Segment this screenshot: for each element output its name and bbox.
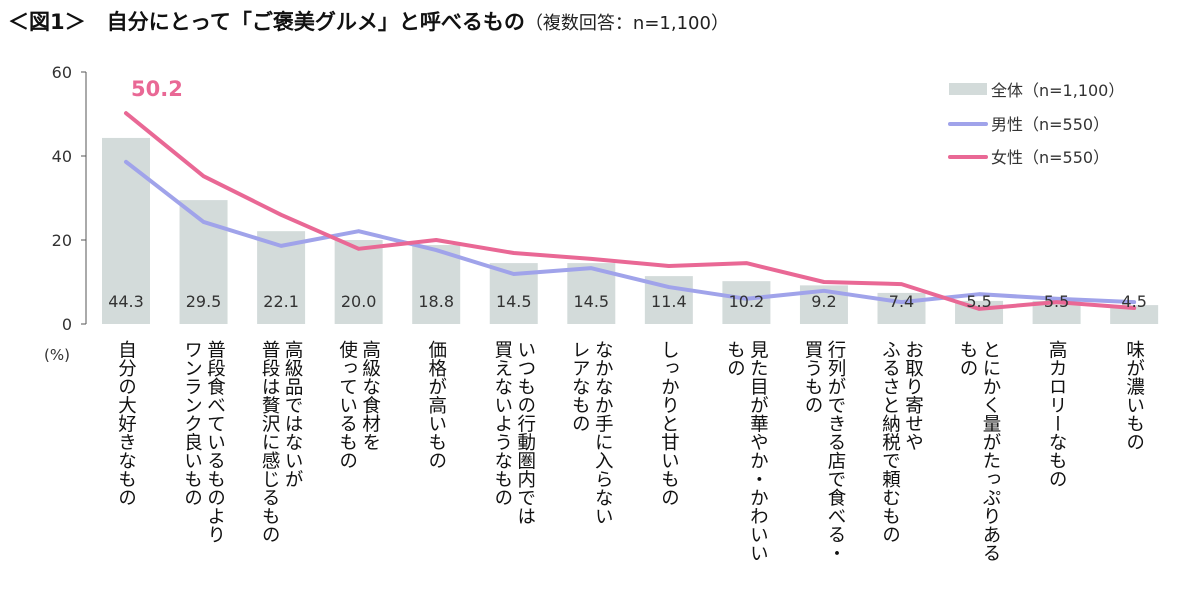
bar-data-label: 20.0 — [341, 292, 377, 311]
legend-label: 男性（n=550） — [991, 115, 1109, 134]
x-category-label: 価格が高いもの — [425, 340, 447, 470]
bar — [412, 245, 461, 324]
title-main: ＜図1＞ 自分にとって「ご褒美グルメ」と呼べるもの — [8, 10, 525, 34]
bar-data-label: 14.5 — [496, 292, 532, 311]
x-category-label: しっかりと甘いもの — [658, 340, 680, 507]
x-category-label: 高カロリーなもの — [1046, 340, 1068, 488]
bar-data-label: 29.5 — [186, 292, 222, 311]
y-tick-label: 0 — [62, 315, 72, 334]
legend-label: 女性（n=550） — [991, 148, 1109, 167]
chart-title: ＜図1＞ 自分にとって「ご褒美グルメ」と呼べるもの（複数回答：n=1,100） — [8, 6, 729, 36]
female-series-line — [124, 111, 1137, 311]
bar-data-label: 5.5 — [1044, 292, 1069, 311]
bar — [102, 137, 150, 324]
bar — [334, 240, 383, 324]
bar-data-label: 7.4 — [889, 292, 914, 311]
bar-data-label: 9.2 — [811, 292, 836, 311]
x-category-label: お取り寄せや ふるさと納税で頼むもの — [879, 340, 924, 544]
x-category-label: 高級品ではないが 普段は贅沢に感じるもの — [259, 340, 304, 544]
x-category-label: とにかく量がたっぷりある もの — [957, 340, 1002, 562]
bar-data-label: 14.5 — [573, 292, 609, 311]
legend-label: 全体（n=1,100） — [991, 81, 1124, 100]
bar-data-label: 4.5 — [1121, 292, 1146, 311]
bar — [1032, 300, 1081, 324]
y-tick-label: 60 — [52, 63, 72, 82]
female-max-annotation: 50.2 — [131, 77, 183, 101]
bar-data-label: 11.4 — [651, 292, 687, 311]
y-tick-label: 20 — [52, 231, 72, 250]
x-category-label: 普段食べているものより ワンランク良いもの — [181, 340, 226, 544]
x-category-label: なかなか手に入らない レアなもの — [569, 340, 614, 525]
x-category-label: 味が濃いもの — [1123, 340, 1145, 451]
x-category-label: いつもの行動圏内では 買えないようなもの — [491, 340, 536, 525]
x-category-label: 高級な食材を 使っているもの — [336, 340, 381, 470]
bar-data-label: 18.8 — [418, 292, 454, 311]
x-category-label: 見た目が華やか・かわいい もの — [724, 340, 769, 562]
male-series-line — [124, 159, 1137, 305]
bar-data-label: 44.3 — [108, 292, 144, 311]
bar-data-label: 5.5 — [966, 292, 991, 311]
title-sub: （複数回答：n=1,100） — [524, 13, 729, 34]
y-axis-unit: (%) — [44, 346, 70, 364]
legend-swatch-bar — [949, 83, 987, 95]
bar — [722, 281, 771, 324]
x-category-label: 行列ができる店で食べる・ 買うもの — [801, 340, 846, 562]
bar-data-label: 10.2 — [729, 292, 765, 311]
bar — [1110, 305, 1159, 324]
x-category-label: 自分の大好きなもの — [115, 340, 137, 507]
y-tick-label: 40 — [52, 147, 72, 166]
bar-data-label: 22.1 — [263, 292, 299, 311]
